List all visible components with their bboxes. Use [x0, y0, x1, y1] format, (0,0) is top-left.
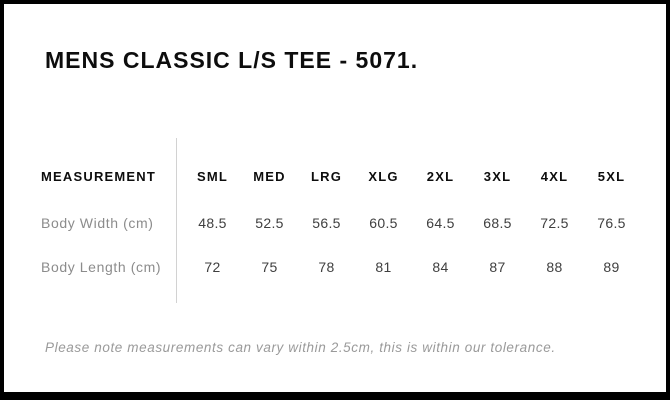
row-label: Body Length (cm) — [41, 259, 162, 275]
size-value-cell: 48.5 — [198, 215, 227, 231]
tolerance-note: Please note measurements can vary within… — [45, 340, 556, 355]
column-header-5xl: 5XL — [597, 168, 626, 184]
size-value-cell: 87 — [489, 259, 506, 275]
size-value-cell: 88 — [546, 259, 563, 275]
size-value-cell: 76.5 — [597, 215, 626, 231]
size-value-cell: 64.5 — [426, 215, 455, 231]
column-header-xlg: XLG — [368, 168, 399, 184]
table-header-row: MEASUREMENT SML MED LRG XLG 2XL 3XL 4XL … — [41, 151, 640, 201]
table-row-body-length: Body Length (cm) 72 75 78 81 84 87 88 89 — [41, 245, 640, 289]
column-header-measurement: MEASUREMENT — [41, 168, 157, 184]
column-header-lrg: LRG — [310, 168, 343, 184]
row-label: Body Width (cm) — [41, 215, 154, 231]
size-value-cell: 78 — [318, 259, 335, 275]
column-header-3xl: 3XL — [483, 168, 512, 184]
size-value-cell: 72.5 — [540, 215, 569, 231]
column-header-sml: SML — [196, 168, 229, 184]
size-value-cell: 81 — [375, 259, 392, 275]
size-value-cell: 56.5 — [312, 215, 341, 231]
column-header-med: MED — [253, 168, 286, 184]
size-value-cell: 60.5 — [369, 215, 398, 231]
size-value-cell: 89 — [603, 259, 620, 275]
size-value-cell: 84 — [432, 259, 449, 275]
table-column-divider — [176, 138, 177, 303]
column-header-2xl: 2XL — [426, 168, 455, 184]
size-value-cell: 52.5 — [255, 215, 284, 231]
size-chart-table: MEASUREMENT SML MED LRG XLG 2XL 3XL 4XL … — [41, 151, 640, 289]
size-value-cell: 72 — [204, 259, 221, 275]
column-header-4xl: 4XL — [540, 168, 569, 184]
table-row-body-width: Body Width (cm) 48.5 52.5 56.5 60.5 64.5… — [41, 201, 640, 245]
size-value-cell: 75 — [261, 259, 278, 275]
page-title: MENS CLASSIC L/S TEE - 5071. — [45, 47, 419, 73]
size-value-cell: 68.5 — [483, 215, 512, 231]
